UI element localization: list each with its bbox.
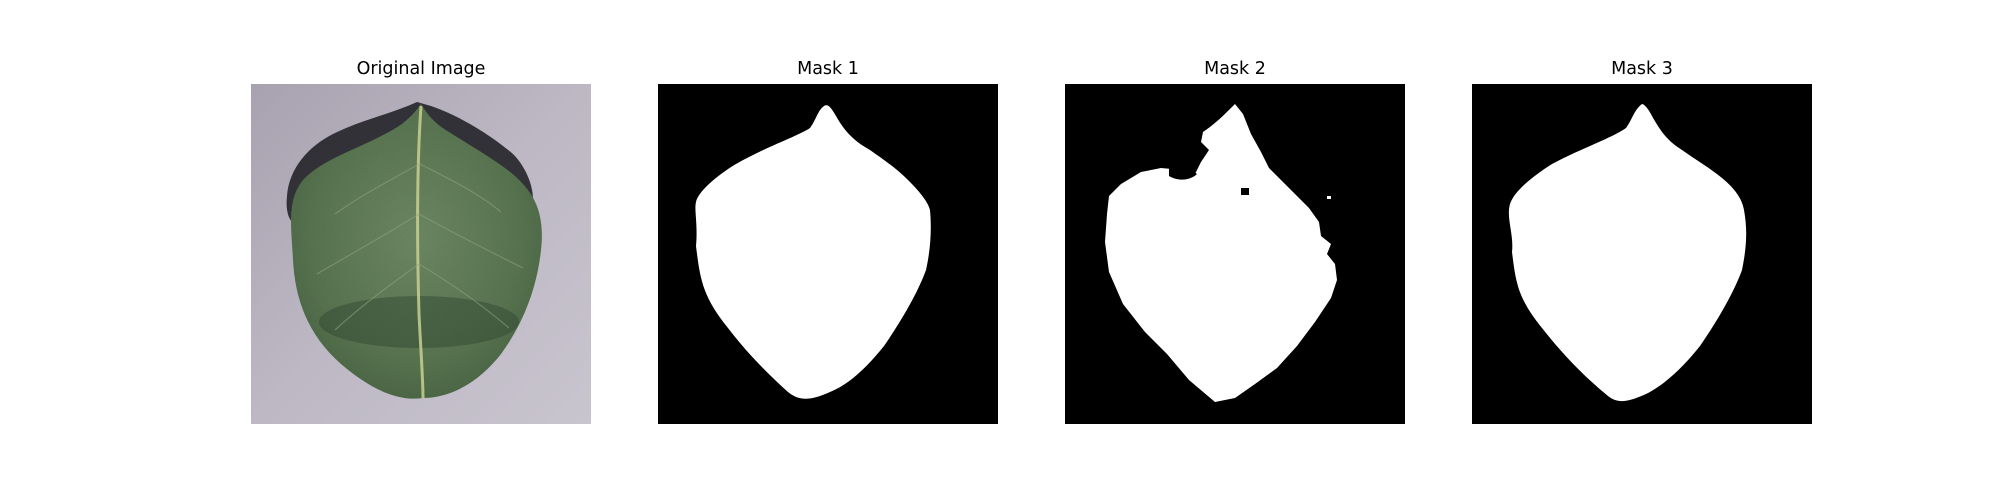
mask-noise-dot <box>1311 192 1316 196</box>
panel-mask-3: Mask 3 <box>1472 56 1812 424</box>
panel-original-image: Original Image <box>251 56 591 424</box>
panel-mask-1: Mask 1 <box>658 56 998 424</box>
panel-title: Original Image <box>356 59 486 79</box>
mask-image <box>1065 84 1405 424</box>
leaf-veins <box>316 163 524 331</box>
mask-region <box>1105 104 1337 402</box>
mask-region <box>1508 104 1747 402</box>
leaf-midrib <box>416 105 425 399</box>
panel-title: Mask 3 <box>1611 59 1673 79</box>
leaf-photo <box>251 84 591 424</box>
panel-mask-2: Mask 2 <box>1065 56 1405 424</box>
mask-noise-dot <box>1327 196 1331 199</box>
mask-noise-dot <box>1241 188 1249 195</box>
panel-title: Mask 2 <box>1204 59 1266 79</box>
mask-image <box>658 84 998 424</box>
panel-title: Mask 1 <box>797 59 859 79</box>
mask-region <box>695 105 931 399</box>
mask-image <box>1472 84 1812 424</box>
mask-hole <box>1169 165 1197 180</box>
